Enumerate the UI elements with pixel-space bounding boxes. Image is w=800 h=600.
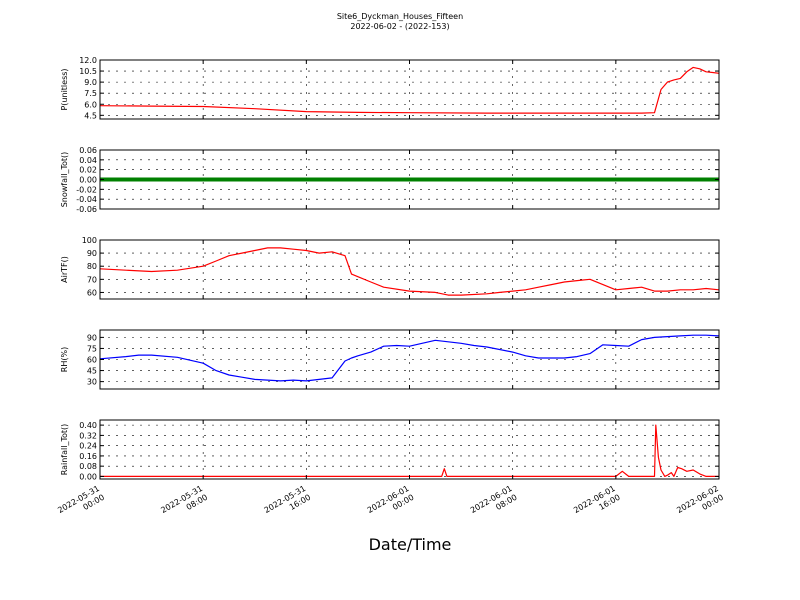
y-axis-label: Rainfall_Tot() — [60, 424, 69, 476]
subplot-1: 12.0 10.5 9.0 7.5 6.0 4.5 P(unitless) — [60, 56, 720, 120]
y-tick-label: 4.5 — [84, 111, 97, 120]
y-axis-label: P(unitless) — [60, 68, 69, 110]
x-tick-label: 2022-06-0108:00 — [469, 484, 519, 524]
y-tick-label: 60 — [87, 288, 97, 297]
x-tick-label: 2022-06-0116:00 — [572, 484, 622, 524]
y-tick-label: 0.00 — [79, 176, 97, 185]
y-tick-label: 0.00 — [79, 472, 97, 481]
y-tick-label: 6.0 — [84, 100, 97, 109]
y-tick-label: 0.06 — [79, 146, 97, 155]
x-tick-labels: 2022-05-3100:00 2022-05-3108:00 2022-05-31… — [56, 484, 725, 524]
y-tick-label: 0.16 — [79, 452, 97, 461]
y-tick-label: 12.0 — [79, 56, 97, 65]
series-line — [99, 247, 720, 296]
subplot-3: 100 90 80 70 60 AirTF() — [60, 236, 720, 300]
y-axis-label: AirTF() — [60, 256, 69, 283]
y-tick-label: -0.02 — [76, 185, 97, 194]
x-tick-label: 2022-05-3100:00 — [56, 484, 106, 524]
x-tick-label: 2022-06-0100:00 — [366, 484, 416, 524]
x-tick-label: 2022-05-3108:00 — [159, 484, 209, 524]
y-tick-label: 0.04 — [79, 156, 97, 165]
subplot-5: 0.400.32 0.240.160.080.00 Rainfall_Tot() — [60, 419, 720, 481]
y-tick-label: 0.02 — [79, 166, 97, 175]
y-tick-label: 75 — [87, 344, 97, 353]
y-tick-label: 10.5 — [79, 67, 97, 76]
x-tick-label: 2022-05-3116:00 — [263, 484, 313, 524]
y-tick-label: -0.04 — [76, 195, 97, 204]
chart-title-line2: 2022-06-02 - (2022-153) — [350, 22, 449, 31]
series-line — [100, 424, 719, 477]
series-line — [99, 66, 720, 114]
subplot-4: 90 75 60 45 30 RH(%) — [60, 329, 720, 390]
y-tick-label: 90 — [87, 249, 97, 258]
y-tick-label: 0.24 — [79, 442, 97, 451]
y-tick-label: 90 — [87, 333, 97, 342]
x-tick-label: 2022-06-0200:00 — [675, 484, 725, 524]
y-tick-label: 7.5 — [84, 89, 97, 98]
y-tick-label: 70 — [87, 275, 97, 284]
y-tick-label: 45 — [87, 367, 97, 376]
y-tick-label: 0.32 — [79, 431, 97, 440]
x-axis-label: Date/Time — [369, 535, 452, 554]
series-line — [99, 334, 720, 382]
y-axis-label: RH(%) — [60, 347, 69, 372]
y-tick-label: 0.08 — [79, 462, 97, 471]
subplots: 12.010.59.07.56.04.5P(unitless)0.060.040… — [56, 56, 725, 524]
y-tick-label: 9.0 — [84, 78, 97, 87]
y-tick-label: 30 — [87, 378, 97, 387]
subplot-2: 0.060.040.020.00-0.02-0.04-0.06 Snowfall_… — [60, 146, 720, 214]
y-tick-label: 60 — [87, 356, 97, 365]
y-tick-label: 0.40 — [79, 421, 97, 430]
chart-title-line1: Site6_Dyckman_Houses_Fifteen — [337, 12, 463, 21]
y-tick-label: 100 — [82, 236, 97, 245]
y-axis-label: Snowfall_Tot() — [60, 152, 69, 208]
y-tick-label: 80 — [87, 262, 97, 271]
y-tick-label: -0.06 — [76, 205, 97, 214]
